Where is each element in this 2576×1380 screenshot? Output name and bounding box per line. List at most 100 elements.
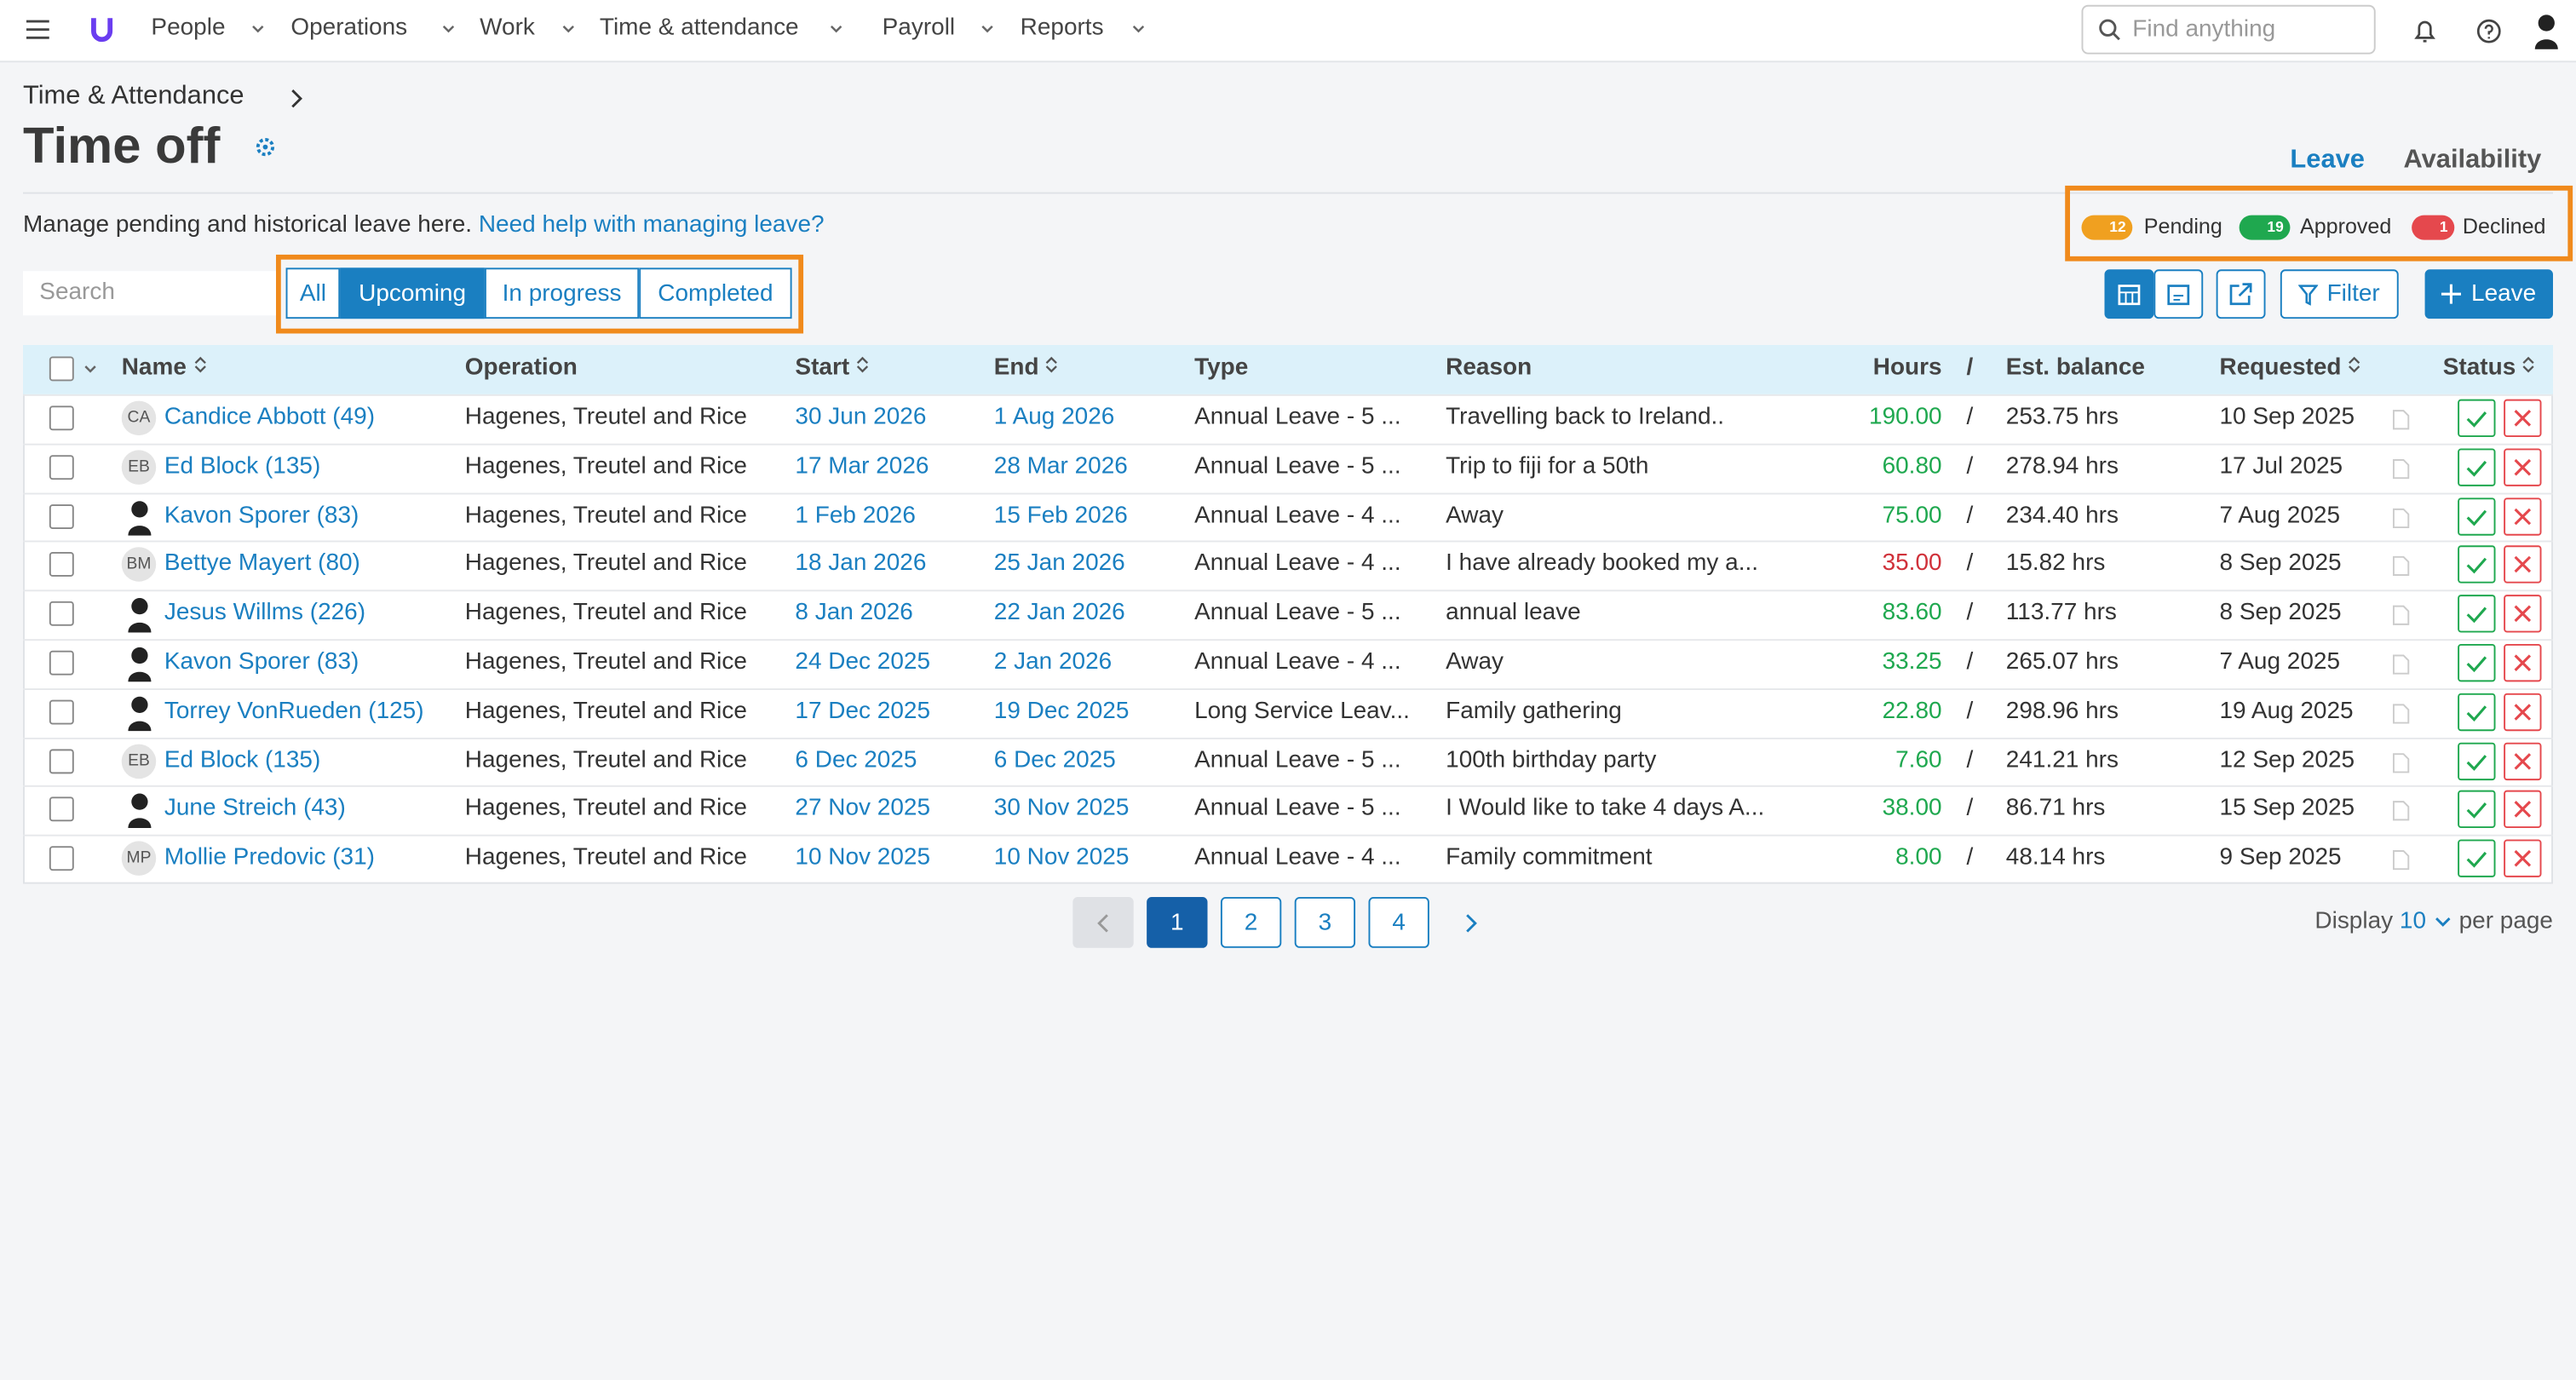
employee-name[interactable]: Torrey VonRueden (125) (164, 698, 424, 725)
nav-item[interactable]: Reports (1020, 14, 1104, 42)
end-date[interactable]: 1 Aug 2026 (993, 404, 1115, 431)
per-page-select[interactable]: 10 (2399, 908, 2427, 935)
row-checkbox[interactable] (49, 846, 74, 871)
document-icon[interactable] (2392, 849, 2410, 871)
document-icon[interactable] (2392, 752, 2410, 773)
row-checkbox[interactable] (49, 552, 74, 578)
menu-icon[interactable] (26, 20, 49, 39)
column-header[interactable]: Start (795, 355, 871, 381)
document-icon[interactable] (2392, 654, 2410, 676)
global-search[interactable]: Find anything (2081, 4, 2376, 55)
nav-item[interactable]: Payroll (882, 14, 956, 42)
add-leave-button[interactable]: Leave (2424, 269, 2553, 319)
status-badge[interactable]: 1 (2412, 215, 2455, 240)
table-search[interactable]: Search (22, 271, 279, 316)
bell-icon[interactable] (2413, 18, 2436, 44)
row-checkbox[interactable] (49, 797, 74, 823)
decline-button[interactable] (2504, 497, 2542, 535)
decline-button[interactable] (2504, 693, 2542, 731)
end-date[interactable]: 28 Mar 2026 (993, 452, 1128, 480)
end-date[interactable]: 22 Jan 2026 (993, 600, 1125, 627)
filter-button[interactable]: Filter (2280, 269, 2399, 319)
approve-button[interactable] (2458, 497, 2496, 535)
end-date[interactable]: 15 Feb 2026 (993, 502, 1128, 529)
document-icon[interactable] (2392, 507, 2410, 528)
row-checkbox[interactable] (49, 405, 74, 431)
row-checkbox[interactable] (49, 650, 74, 676)
calendar-view-button[interactable] (2104, 269, 2154, 319)
end-date[interactable]: 6 Dec 2025 (993, 746, 1116, 773)
document-icon[interactable] (2392, 801, 2410, 822)
employee-name[interactable]: June Streich (43) (164, 796, 346, 823)
start-date[interactable]: 1 Feb 2026 (795, 502, 916, 529)
nav-item[interactable]: Work (480, 14, 535, 42)
tab-leave[interactable]: Leave (2290, 146, 2365, 175)
approve-button[interactable] (2458, 741, 2496, 780)
start-date[interactable]: 24 Dec 2025 (795, 648, 931, 676)
filter-tab[interactable]: Completed (639, 267, 792, 319)
approve-button[interactable] (2458, 643, 2496, 682)
row-checkbox[interactable] (49, 503, 74, 529)
column-header[interactable]: Requested (2219, 355, 2362, 381)
document-icon[interactable] (2392, 703, 2410, 724)
decline-button[interactable] (2504, 595, 2542, 633)
row-checkbox[interactable] (49, 699, 74, 725)
decline-button[interactable] (2504, 839, 2542, 878)
employee-name[interactable]: Ed Block (135) (164, 746, 321, 773)
employee-name[interactable]: Kavon Sporer (83) (164, 502, 359, 529)
decline-button[interactable] (2504, 399, 2542, 437)
tab-availability[interactable]: Availability (2403, 146, 2542, 175)
select-all-checkbox[interactable] (49, 356, 74, 382)
row-checkbox[interactable] (49, 748, 74, 773)
employee-name[interactable]: Ed Block (135) (164, 452, 321, 480)
approve-button[interactable] (2458, 839, 2496, 878)
nav-item[interactable]: Operations (290, 14, 408, 42)
page-button[interactable]: 3 (1294, 896, 1356, 948)
row-checkbox[interactable] (49, 454, 74, 480)
approve-button[interactable] (2458, 693, 2496, 731)
next-page[interactable] (1463, 911, 1480, 934)
breadcrumb[interactable]: Time & Attendance (22, 82, 244, 111)
approve-button[interactable] (2458, 791, 2496, 829)
decline-button[interactable] (2504, 791, 2542, 829)
start-date[interactable]: 17 Mar 2026 (795, 452, 929, 480)
logo[interactable] (89, 13, 115, 46)
start-date[interactable]: 8 Jan 2026 (795, 600, 913, 627)
nav-item[interactable]: Time & attendance (599, 14, 799, 42)
employee-name[interactable]: Bettye Mayert (80) (164, 550, 360, 578)
column-header[interactable]: End (994, 355, 1061, 381)
approve-button[interactable] (2458, 399, 2496, 437)
filter-tab[interactable]: In progress (484, 267, 640, 319)
decline-button[interactable] (2504, 448, 2542, 486)
employee-name[interactable]: Candice Abbott (49) (164, 404, 376, 431)
document-icon[interactable] (2392, 605, 2410, 626)
employee-name[interactable]: Kavon Sporer (83) (164, 648, 359, 676)
start-date[interactable]: 17 Dec 2025 (795, 698, 931, 725)
start-date[interactable]: 10 Nov 2025 (795, 844, 931, 871)
document-icon[interactable] (2392, 458, 2410, 480)
status-badge[interactable]: 12 (2081, 215, 2133, 240)
filter-tab[interactable]: All (285, 267, 341, 319)
help-icon[interactable] (2475, 18, 2502, 44)
end-date[interactable]: 25 Jan 2026 (993, 550, 1125, 578)
document-icon[interactable] (2392, 409, 2410, 430)
nav-item[interactable]: People (151, 14, 226, 42)
approve-button[interactable] (2458, 546, 2496, 584)
page-button[interactable]: 1 (1147, 896, 1208, 948)
decline-button[interactable] (2504, 546, 2542, 584)
employee-name[interactable]: Jesus Willms (226) (164, 600, 366, 627)
approve-button[interactable] (2458, 595, 2496, 633)
export-button[interactable] (2216, 269, 2266, 319)
status-badge[interactable]: 19 (2239, 215, 2291, 240)
end-date[interactable]: 19 Dec 2025 (993, 698, 1130, 725)
approve-button[interactable] (2458, 448, 2496, 486)
column-header[interactable]: Name (122, 355, 208, 381)
decline-button[interactable] (2504, 643, 2542, 682)
employee-name[interactable]: Mollie Predovic (31) (164, 844, 375, 871)
schedule-view-button[interactable] (2153, 269, 2204, 319)
page-button[interactable]: 2 (1220, 896, 1282, 948)
filter-tab[interactable]: Upcoming (340, 267, 485, 319)
start-date[interactable]: 27 Nov 2025 (795, 796, 931, 823)
page-button[interactable]: 4 (1368, 896, 1429, 948)
help-link[interactable]: Need help with managing leave? (478, 211, 825, 239)
